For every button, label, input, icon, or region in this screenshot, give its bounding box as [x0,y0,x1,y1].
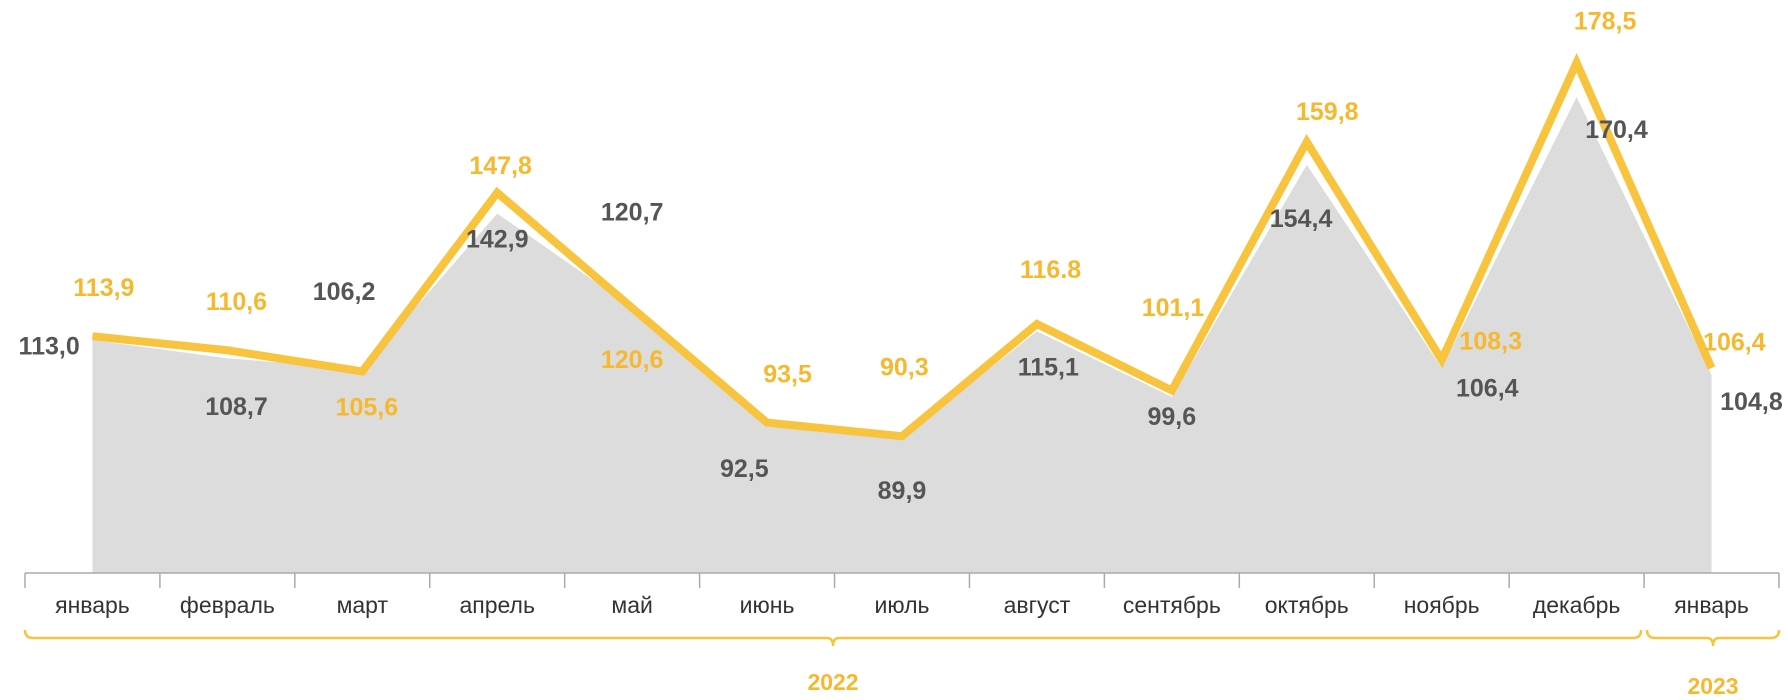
data-label: 108,7 [205,393,268,421]
data-label: 170,4 [1585,116,1648,144]
x-tick-label: июль [875,592,930,618]
data-label: 105,6 [336,394,399,422]
x-tick-label: декабрь [1533,592,1621,618]
x-tick-label: март [337,592,389,618]
data-label: 99,6 [1148,403,1197,431]
data-label: 142,9 [466,225,529,253]
x-tick-label: июнь [740,592,795,618]
area [92,97,1712,574]
data-label: 106,4 [1456,374,1519,402]
data-label: 110,6 [206,288,267,316]
data-label: 101,1 [1142,294,1205,322]
data-label: 92,5 [720,455,769,483]
data-label: 115,1 [1018,353,1079,381]
year-label: 2022 [807,669,858,695]
data-label: 106,4 [1703,329,1766,357]
data-label: 120,7 [601,199,664,227]
x-tick-label: август [1004,592,1071,618]
data-label: 108,3 [1459,327,1522,355]
x-tick-label: январь [1674,592,1749,618]
year-bracket [1645,629,1781,647]
x-tick-label: октябрь [1265,592,1349,618]
data-label: 93,5 [763,361,812,389]
x-tick-label: май [611,592,652,618]
data-label: 104,8 [1720,388,1783,416]
data-label: 120,6 [601,346,664,374]
year-label: 2023 [1687,673,1738,699]
data-label: 89,9 [878,477,927,505]
year-bracket [23,629,1643,647]
line [92,52,1716,441]
data-label: 154,4 [1270,205,1333,233]
x-tick-label: январь [55,592,130,618]
data-label: 116.8 [1020,256,1081,284]
data-label: 159,8 [1296,98,1359,126]
data-label: 178,5 [1574,7,1637,35]
x-tick-label: сентябрь [1123,592,1221,618]
data-label: 113,0 [19,333,80,361]
x-tick-label: февраль [180,592,275,618]
data-label: 113,9 [73,274,134,302]
data-label: 106,2 [313,278,376,306]
data-label: 90,3 [880,354,929,382]
data-label: 147,8 [469,152,532,180]
x-tick-label: апрель [459,592,534,618]
x-tick-label: ноябрь [1404,592,1480,618]
